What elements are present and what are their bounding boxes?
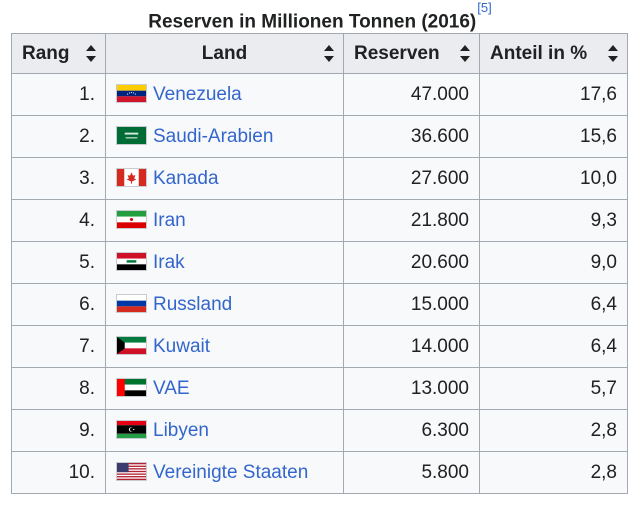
table-row: 4. Iran 21.800 9,3 — [11, 199, 628, 242]
saudi-arabia-flag-icon — [116, 125, 147, 145]
canada-flag-icon — [116, 167, 147, 187]
usa-flag-icon — [116, 461, 147, 481]
share-cell: 17,6 — [479, 73, 628, 116]
country-link[interactable]: Kanada — [153, 167, 219, 189]
country-cell: Iran — [105, 199, 344, 242]
table-row: 10. Vereinigte Staaten 5.800 2,8 — [11, 451, 628, 494]
reserves-cell: 27.600 — [343, 157, 480, 200]
country-cell: Saudi-Arabien — [105, 115, 344, 158]
rank-cell: 5. — [11, 241, 106, 284]
libya-flag-icon — [116, 419, 147, 439]
table-row: 1. Venezuela 47.000 17,6 — [11, 73, 628, 116]
country-link[interactable]: Russland — [153, 293, 233, 315]
reserves-cell: 14.000 — [343, 325, 480, 368]
rank-cell: 8. — [11, 367, 106, 410]
rank-cell: 9. — [11, 409, 106, 452]
rank-cell: 6. — [11, 283, 106, 326]
reserves-cell: 13.000 — [343, 367, 480, 410]
uae-flag-icon — [116, 377, 147, 397]
country-cell: Russland — [105, 283, 344, 326]
column-header-country[interactable]: Land — [105, 33, 344, 74]
share-cell: 2,8 — [479, 451, 628, 494]
rank-cell: 4. — [11, 199, 106, 242]
reserves-cell: 21.800 — [343, 199, 480, 242]
kuwait-flag-icon — [116, 335, 147, 355]
country-link[interactable]: Libyen — [153, 419, 209, 441]
country-cell: Libyen — [105, 409, 344, 452]
share-cell: 5,7 — [479, 367, 628, 410]
rank-cell: 1. — [11, 73, 106, 116]
iran-flag-icon — [116, 209, 147, 229]
iraq-flag-icon — [116, 251, 147, 271]
sort-icon[interactable] — [460, 45, 470, 62]
country-cell: VAE — [105, 367, 344, 410]
sort-icon[interactable] — [608, 45, 618, 62]
country-cell: Vereinigte Staaten — [105, 451, 344, 494]
reserves-cell: 5.800 — [343, 451, 480, 494]
country-cell: Venezuela — [105, 73, 344, 116]
share-cell: 6,4 — [479, 325, 628, 368]
venezuela-flag-icon — [116, 83, 147, 103]
oil-reserves-table: Rang Land Reserven Anteil in % 1. Venezu… — [11, 33, 628, 494]
country-cell: Kuwait — [105, 325, 344, 368]
russia-flag-icon — [116, 293, 147, 313]
column-header-label: Reserven — [354, 42, 440, 64]
column-header-rank[interactable]: Rang — [11, 33, 106, 74]
rank-cell: 10. — [11, 451, 106, 494]
column-header-label: Anteil in % — [490, 42, 588, 64]
reserves-cell: 47.000 — [343, 73, 480, 116]
reserves-cell: 15.000 — [343, 283, 480, 326]
column-header-label: Rang — [22, 42, 70, 64]
country-link[interactable]: Vereinigte Staaten — [153, 461, 309, 483]
country-link[interactable]: Irak — [153, 251, 185, 273]
share-cell: 15,6 — [479, 115, 628, 158]
table-row: 5. Irak 20.600 9,0 — [11, 241, 628, 284]
share-cell: 10,0 — [479, 157, 628, 200]
table-row: 8. VAE 13.000 5,7 — [11, 367, 628, 410]
table-row: 9. Libyen 6.300 2,8 — [11, 409, 628, 452]
column-header-label: Land — [201, 42, 248, 64]
reference-link[interactable]: [5] — [477, 0, 492, 15]
rank-cell: 2. — [11, 115, 106, 158]
share-cell: 2,8 — [479, 409, 628, 452]
sort-icon[interactable] — [86, 45, 96, 62]
reserves-cell: 20.600 — [343, 241, 480, 284]
table-caption: Reserven in Millionen Tonnen (2016)[5] — [0, 0, 640, 32]
country-link[interactable]: Kuwait — [153, 335, 211, 357]
country-cell: Irak — [105, 241, 344, 284]
country-link[interactable]: Saudi-Arabien — [153, 125, 274, 147]
table-row: 7. Kuwait 14.000 6,4 — [11, 325, 628, 368]
caption-title: Reserven in Millionen Tonnen (2016) — [148, 11, 477, 33]
share-cell: 6,4 — [479, 283, 628, 326]
table-row: 6. Russland 15.000 6,4 — [11, 283, 628, 326]
country-link[interactable]: Iran — [153, 209, 186, 231]
country-link[interactable]: VAE — [153, 377, 190, 399]
reserves-cell: 36.600 — [343, 115, 480, 158]
reserves-cell: 6.300 — [343, 409, 480, 452]
column-header-reserves[interactable]: Reserven — [343, 33, 480, 74]
rank-cell: 7. — [11, 325, 106, 368]
sort-icon[interactable] — [324, 45, 334, 62]
share-cell: 9,3 — [479, 199, 628, 242]
rank-cell: 3. — [11, 157, 106, 200]
share-cell: 9,0 — [479, 241, 628, 284]
header-row: Rang Land Reserven Anteil in % — [11, 33, 628, 74]
table-row: 3. Kanada 27.600 10,0 — [11, 157, 628, 200]
country-link[interactable]: Venezuela — [153, 83, 242, 105]
column-header-share[interactable]: Anteil in % — [479, 33, 628, 74]
table-row: 2. Saudi-Arabien 36.600 15,6 — [11, 115, 628, 158]
country-cell: Kanada — [105, 157, 344, 200]
